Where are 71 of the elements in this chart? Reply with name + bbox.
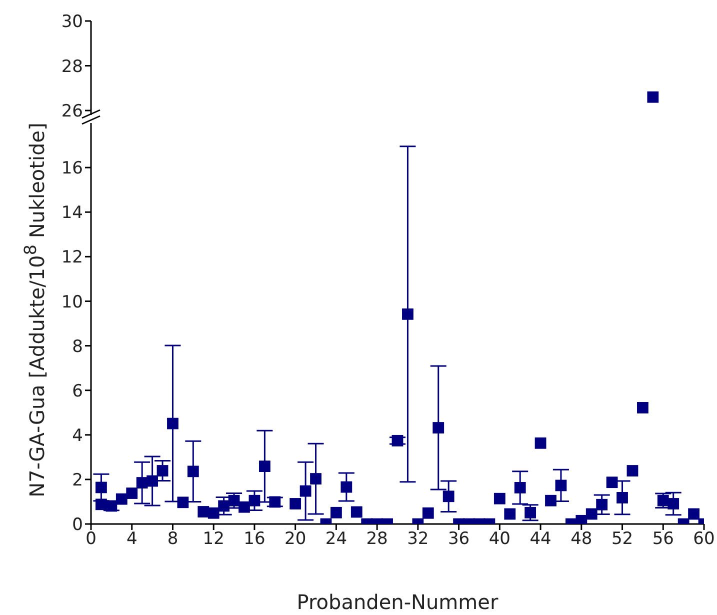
x-tick-label: 52 bbox=[611, 529, 634, 550]
x-tick-label: 12 bbox=[202, 529, 224, 550]
x-tick-label: 28 bbox=[366, 529, 388, 550]
point bbox=[116, 493, 128, 505]
point bbox=[198, 506, 210, 518]
point bbox=[290, 498, 302, 510]
point bbox=[187, 466, 199, 478]
point bbox=[96, 482, 107, 494]
point bbox=[248, 494, 260, 506]
x-tick-label: 32 bbox=[407, 529, 429, 550]
point bbox=[596, 498, 608, 510]
x-tick-label: 40 bbox=[488, 529, 510, 550]
point bbox=[269, 496, 281, 508]
x-tick-label: 8 bbox=[167, 529, 178, 550]
y-tick-label: 28 bbox=[61, 56, 83, 77]
point bbox=[504, 508, 516, 520]
point bbox=[494, 492, 506, 504]
x-tick-label: 0 bbox=[86, 529, 96, 550]
x-tick-label: 24 bbox=[325, 529, 348, 550]
x-tick-label: 60 bbox=[693, 529, 715, 550]
point bbox=[637, 402, 648, 414]
y-tick-label: 16 bbox=[61, 158, 83, 179]
x-tick-label: 20 bbox=[284, 529, 306, 550]
x-tick-label: 44 bbox=[530, 529, 552, 550]
point bbox=[330, 506, 342, 518]
y-tick-label: 10 bbox=[61, 292, 83, 312]
y-tick-label: 2 bbox=[72, 470, 83, 490]
point bbox=[555, 480, 567, 492]
point bbox=[534, 437, 546, 449]
point bbox=[432, 422, 444, 434]
point bbox=[167, 418, 178, 430]
point bbox=[616, 492, 628, 504]
y-tick-label: 30 bbox=[61, 12, 83, 32]
point bbox=[106, 500, 118, 512]
point bbox=[668, 498, 680, 510]
point bbox=[238, 501, 250, 513]
x-tick-label: 4 bbox=[126, 529, 138, 550]
point bbox=[258, 460, 270, 472]
y-tick-label: 12 bbox=[61, 248, 83, 268]
point bbox=[146, 475, 158, 487]
y-tick-label: 8 bbox=[72, 336, 83, 357]
x-tick-label: 48 bbox=[570, 529, 592, 550]
point bbox=[545, 494, 556, 506]
x-axis-title: Probanden-Nummer bbox=[296, 590, 499, 614]
point bbox=[228, 494, 240, 506]
y-tick-label: 6 bbox=[72, 381, 83, 402]
point bbox=[688, 508, 700, 520]
point bbox=[350, 506, 362, 518]
point bbox=[586, 508, 598, 520]
point bbox=[177, 496, 189, 508]
x-tick-label: 36 bbox=[448, 529, 470, 550]
y-tick-label: 4 bbox=[72, 426, 83, 446]
point bbox=[442, 490, 454, 502]
point bbox=[392, 434, 404, 446]
point bbox=[300, 485, 312, 497]
point bbox=[208, 507, 220, 519]
y-tick-label: 0 bbox=[72, 515, 83, 536]
point bbox=[514, 482, 526, 494]
y-tick-label: 14 bbox=[61, 203, 83, 224]
point bbox=[402, 308, 414, 320]
point bbox=[422, 507, 434, 519]
point bbox=[626, 465, 638, 476]
y-tick-label: 26 bbox=[61, 102, 83, 122]
point bbox=[606, 476, 618, 488]
point bbox=[310, 473, 322, 484]
x-tick-label: 16 bbox=[244, 529, 266, 550]
x-tick-label: 56 bbox=[652, 529, 674, 550]
point bbox=[340, 481, 352, 493]
point bbox=[126, 488, 138, 499]
point bbox=[218, 500, 230, 512]
point bbox=[156, 465, 168, 476]
